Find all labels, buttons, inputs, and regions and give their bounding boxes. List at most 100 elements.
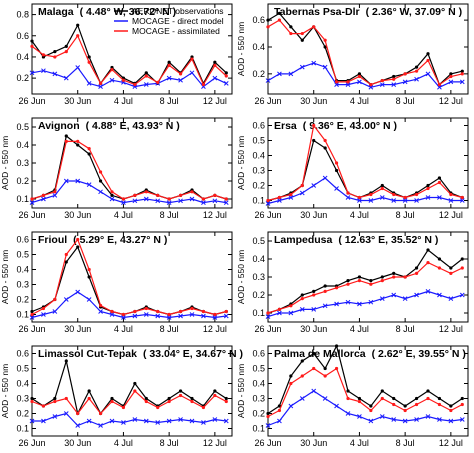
assimilated-series-point [76, 139, 80, 143]
direct-model-series-point [277, 71, 282, 77]
aeronet-series-point [64, 44, 68, 48]
assimilated-series-point [334, 286, 339, 290]
assimilated-series-point [178, 193, 183, 197]
direct-model-series-line [267, 177, 463, 205]
assimilated-series-point [277, 18, 282, 22]
direct-model-series-point [391, 417, 397, 422]
direct-model-series-point [98, 189, 103, 195]
assimilated-series-point [369, 82, 373, 87]
aeronet-series-point [87, 389, 91, 393]
assimilated-series-point [30, 399, 34, 404]
direct-model-series-point [265, 78, 271, 83]
assimilated-series-point [323, 38, 327, 42]
direct-model-series-point [379, 296, 385, 301]
aeronet-series-point [213, 389, 217, 393]
aeronet-series-point [426, 389, 430, 393]
assimilated-series-line [267, 124, 463, 202]
assimilated-series-point [213, 63, 217, 68]
direct-model-series-point [414, 76, 419, 82]
assimilated-series-point [201, 405, 206, 410]
aeronet-series-point [64, 359, 68, 363]
assimilated-series-point [167, 399, 171, 404]
direct-model-series-point [322, 396, 328, 401]
aeronet-series-line [31, 134, 227, 200]
assimilated-series-point [167, 197, 171, 201]
y-tick-label: 0.4 [16, 140, 29, 150]
aeronet-series-point [300, 38, 304, 42]
direct-model-series-point [143, 418, 149, 424]
assimilated-series-point [346, 80, 350, 84]
aeronet-series-point [323, 366, 327, 371]
assimilated-series-point [380, 78, 384, 83]
x-tick-label: 12 Jul [439, 324, 463, 334]
direct-model-series-point [143, 82, 149, 87]
assimilated-series-point [53, 55, 57, 59]
assimilated-series-point [334, 80, 339, 84]
assimilated-series-point [110, 309, 114, 314]
assimilated-series-point [53, 297, 57, 302]
direct-model-series-point [98, 84, 103, 89]
direct-model-series-point [265, 201, 271, 206]
direct-model-series-point [201, 420, 206, 425]
x-tick-label: 26 Jun [254, 210, 281, 220]
assimilated-series-point [144, 306, 148, 311]
direct-model-series-point [75, 423, 81, 428]
assimilated-series-point [437, 82, 442, 87]
direct-model-series-point [368, 84, 374, 90]
direct-model-series-point [63, 178, 69, 184]
plot-frame [267, 345, 469, 437]
y-tick-label: 0.3 [16, 394, 29, 404]
y-tick-label: 0.4 [16, 52, 29, 62]
direct-model-series-point [414, 198, 419, 203]
x-tick-label: 4 Jul [350, 438, 369, 448]
y-tick-label: 0.3 [16, 158, 29, 168]
panel-title: Malaga ( 4.48° W, 36.72° N ) [38, 6, 176, 18]
y-tick-label: 0.4 [16, 379, 29, 389]
assimilated-series-point [133, 193, 137, 197]
y-axis-label: AOD - 550 nm [236, 22, 246, 76]
direct-model-series-point [299, 190, 305, 196]
direct-model-series-point [437, 84, 442, 90]
aeronet-series-point [64, 134, 68, 138]
panel-5: 26 Jun 30 Jun 4 Jul 8 Jul 12 Jul 0.1 0.2 0.3 0.4… [0, 231, 233, 334]
x-tick-label: 26 Jun [254, 324, 281, 334]
station-name: Tabernas Psa-Dlr [274, 6, 360, 18]
direct-model-series-point [402, 296, 408, 301]
assimilated-series-point [30, 312, 34, 317]
assimilated-series-point [449, 192, 453, 197]
direct-model-series-point [178, 77, 183, 83]
assimilated-series-point [300, 183, 304, 188]
assimilated-series-point [121, 197, 126, 201]
assimilated-series-point [346, 191, 350, 195]
aeronet-series-point [224, 71, 228, 75]
direct-model-series-point [299, 396, 305, 401]
aeronet-series-point [53, 50, 57, 54]
aeronet-series-point [76, 245, 80, 249]
assimilated-series-point [110, 399, 114, 404]
assimilated-series-point [64, 139, 68, 143]
aeronet-series-line [267, 249, 463, 314]
assimilated-series-point [312, 366, 316, 371]
x-tick-label: 8 Jul [396, 324, 415, 334]
station-name: Limassol Cut-Tepak [38, 348, 137, 360]
direct-model-series-line [31, 66, 227, 88]
direct-model-series-point [311, 307, 317, 312]
assimilated-series-point [41, 306, 46, 311]
panel-title: Ersa ( 9.36° E, 43.00° N ) [274, 120, 397, 132]
assimilated-series-point [98, 81, 103, 86]
assimilated-series-point [369, 192, 373, 197]
assimilated-series-point [156, 309, 160, 314]
direct-model-series-point [223, 200, 229, 205]
assimilated-series-point [213, 312, 217, 317]
direct-model-series-point [178, 417, 183, 422]
aeronet-series-point [277, 11, 282, 16]
aeronet-series-point [323, 45, 327, 49]
panel-title: Tabernas Psa-Dlr ( 2.36° W, 37.09° N ) [274, 6, 462, 18]
x-tick-label: 8 Jul [396, 96, 415, 106]
assimilated-series-point [426, 261, 430, 265]
assimilated-series-point [323, 374, 327, 378]
aeronet-series-point [289, 374, 293, 378]
aeronet-series-line [267, 139, 463, 202]
direct-model-series-point [448, 296, 454, 301]
